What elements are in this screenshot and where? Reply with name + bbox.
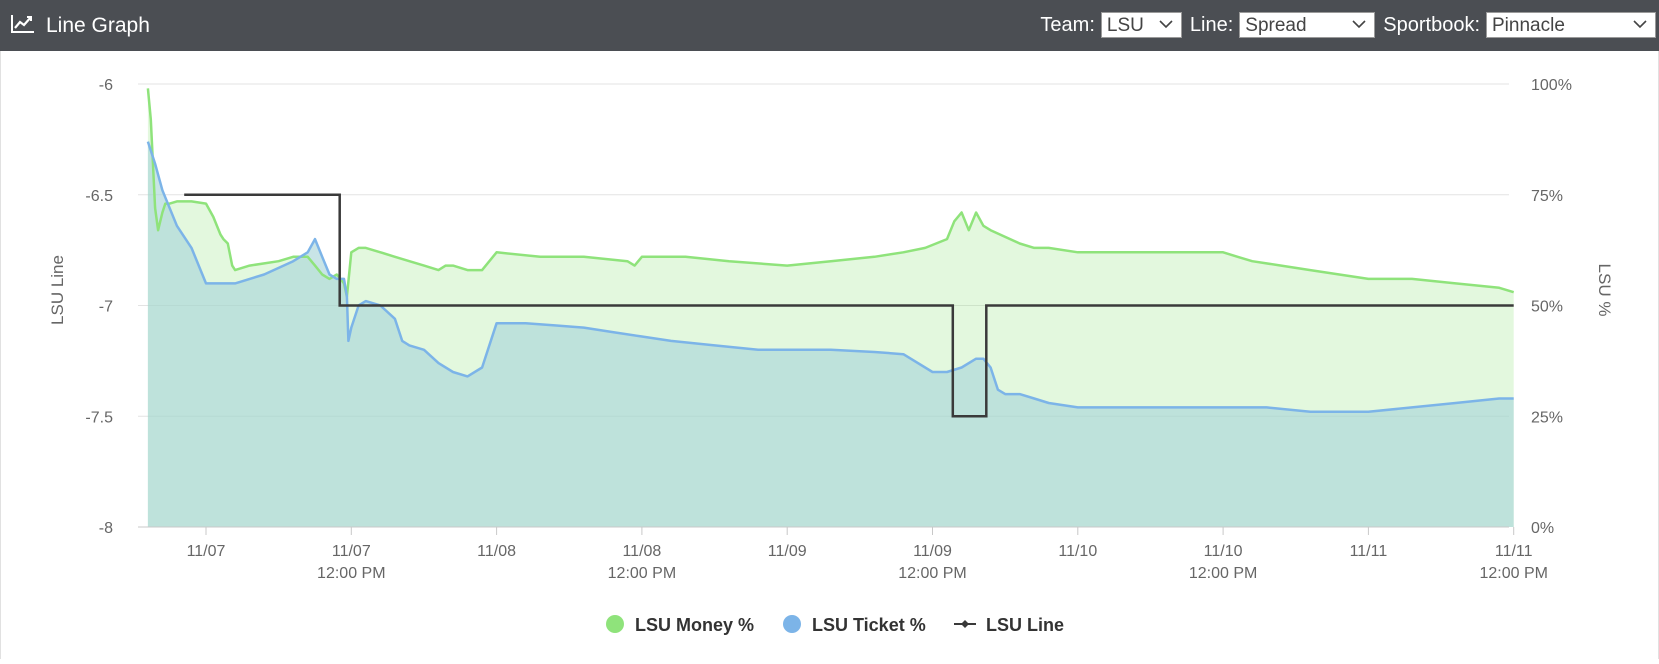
- line-select[interactable]: Spread: [1239, 12, 1376, 38]
- sportsbook-select-value: Pinnacle: [1492, 15, 1565, 36]
- axes: [138, 526, 1515, 535]
- series-lines: [146, 88, 1515, 418]
- team-select[interactable]: LSU: [1100, 12, 1182, 38]
- title-group: Line Graph: [10, 13, 150, 39]
- x-tick-sublabel: 12:00 PM: [1189, 565, 1257, 582]
- legend-money-label: LSU Money %: [635, 615, 754, 635]
- chevron-down-icon: [1352, 20, 1366, 29]
- legend-line-diamond: [961, 620, 969, 628]
- y2-tick-label: 25%: [1531, 409, 1563, 426]
- tick-labels: -6 100% -6.5 75% -7 50% -7.5 25% -8 0% 11/07 11/07 1…: [85, 77, 1572, 582]
- y-tick-label: -6.5: [85, 188, 113, 205]
- x-tick-sublabel: 12:00 PM: [1479, 565, 1547, 582]
- legend-item-line[interactable]: LSU Line: [954, 615, 1064, 635]
- legend-ticket-marker: [783, 615, 801, 633]
- legend-money-marker: [606, 615, 624, 633]
- legend-ticket-label: LSU Ticket %: [812, 615, 926, 635]
- ticket-series-line: [146, 141, 1514, 414]
- y2-tick-label: 0%: [1531, 520, 1554, 537]
- y2-tick-label: 75%: [1531, 188, 1563, 205]
- page-title: Line Graph: [46, 14, 150, 37]
- legend-line-label: LSU Line: [986, 615, 1064, 635]
- y2-axis-title: LSU %: [1595, 264, 1614, 317]
- y-axis-title: LSU Line: [48, 255, 67, 325]
- x-tick-label: 11/10: [1058, 543, 1097, 560]
- x-tick-label: 11/08: [622, 543, 661, 560]
- money-series-line: [146, 88, 1515, 298]
- x-tick-label: 11/11: [1495, 543, 1533, 560]
- series-areas: [147, 88, 1514, 528]
- y2-tick-label: 50%: [1531, 299, 1563, 316]
- line-select-value: Spread: [1245, 15, 1307, 36]
- chevron-down-icon: [1159, 20, 1173, 29]
- ticket-area: [147, 141, 1514, 527]
- y-tick-label: -8: [99, 520, 113, 537]
- x-tick-sublabel: 12:00 PM: [317, 565, 385, 582]
- filter-controls: Team: LSU Line: Spread Sportbook: Pinnac…: [1040, 11, 1659, 39]
- team-select-value: LSU: [1106, 15, 1144, 36]
- x-tick-label: 11/09: [913, 543, 952, 560]
- sportsbook-select[interactable]: Pinnacle: [1486, 12, 1656, 38]
- line-chart: -6 100% -6.5 75% -7 50% -7.5 25% -8 0% 11/07 11/07 1…: [48, 77, 1614, 635]
- chart-area: -6 100% -6.5 75% -7 50% -7.5 25% -8 0% 11/07 11/07 1…: [0, 51, 1659, 659]
- x-tick-label: 11/09: [768, 543, 807, 560]
- y-tick-label: -7.5: [85, 409, 113, 426]
- team-label: Team:: [1040, 14, 1095, 36]
- y-tick-label: -6: [99, 77, 113, 94]
- line-chart-icon: [10, 14, 36, 39]
- line-label: Line:: [1189, 14, 1234, 36]
- y-tick-label: -7: [99, 299, 113, 316]
- x-tick-label: 11/10: [1204, 543, 1243, 560]
- chart-header: Line Graph Team: LSU Line: Spread Sportb…: [0, 0, 1659, 51]
- lsu-line-series: [184, 193, 1514, 418]
- legend-item-ticket[interactable]: LSU Ticket %: [783, 615, 926, 635]
- sportsbook-label: Sportbook:: [1383, 14, 1480, 36]
- x-tick-label: 11/07: [187, 543, 226, 560]
- chevron-down-icon: [1633, 20, 1647, 29]
- x-tick-sublabel: 12:00 PM: [898, 565, 966, 582]
- x-tick-label: 11/08: [477, 543, 516, 560]
- x-tick-label: 11/07: [332, 543, 371, 560]
- y2-tick-label: 100%: [1531, 77, 1572, 94]
- legend-item-money[interactable]: LSU Money %: [606, 615, 754, 635]
- legend: LSU Money % LSU Ticket % LSU Line: [606, 615, 1064, 635]
- x-tick-label: 11/11: [1350, 543, 1388, 560]
- x-tick-sublabel: 12:00 PM: [608, 565, 676, 582]
